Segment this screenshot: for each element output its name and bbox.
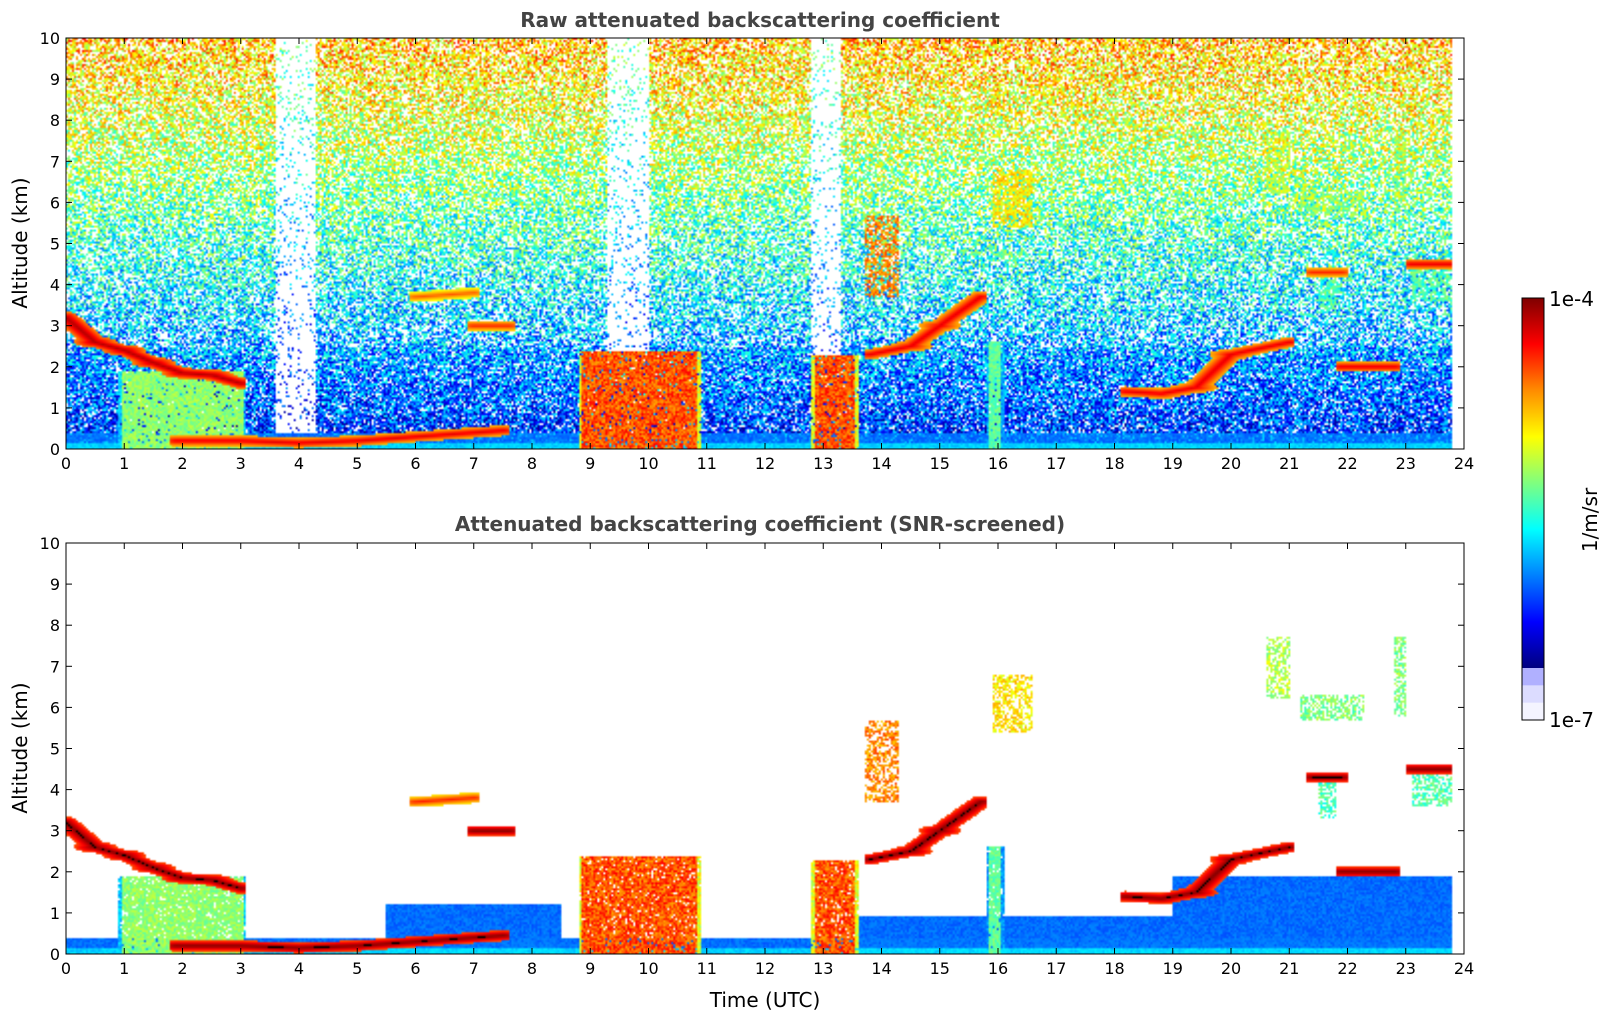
x-tick-label: 23 xyxy=(1396,959,1416,978)
x-tick-label: 13 xyxy=(813,454,833,473)
x-tick-label: 6 xyxy=(410,454,420,473)
x-tick-label: 18 xyxy=(1104,454,1124,473)
x-tick-label: 1 xyxy=(119,959,129,978)
heatmap-raster xyxy=(66,543,1464,954)
y-tick-label: 9 xyxy=(50,575,60,594)
y-tick-label: 2 xyxy=(50,358,60,377)
y-tick-label: 5 xyxy=(50,235,60,254)
heatmap-raster xyxy=(66,38,1464,449)
y-tick-label: 10 xyxy=(40,29,60,48)
top-x-ticks: 0 1 2 3 4 5 6 7 8 9 10 11 12 13 14 15 16 17 18 19 20 21 22 23 24 xyxy=(61,38,1474,473)
x-tick-label: 2 xyxy=(177,454,187,473)
top-panel-title: Raw attenuated backscattering coefficien… xyxy=(520,8,1000,32)
x-tick-label: 5 xyxy=(352,959,362,978)
top-panel: Raw attenuated backscattering coefficien… xyxy=(8,8,1474,473)
x-tick-label: 17 xyxy=(1046,454,1066,473)
x-tick-label: 14 xyxy=(871,959,891,978)
y-tick-label: 2 xyxy=(50,863,60,882)
y-tick-label: 7 xyxy=(50,152,60,171)
colorbar-low-band xyxy=(1522,668,1544,686)
x-tick-label: 14 xyxy=(871,454,891,473)
y-tick-label: 3 xyxy=(50,317,60,336)
x-tick-label: 10 xyxy=(638,454,658,473)
x-tick-label: 24 xyxy=(1454,454,1474,473)
x-tick-label: 8 xyxy=(527,454,537,473)
x-tick-label: 20 xyxy=(1221,959,1241,978)
x-tick-label: 10 xyxy=(638,959,658,978)
y-tick-label: 9 xyxy=(50,70,60,89)
top-heatmap xyxy=(66,38,1464,449)
x-tick-label: 16 xyxy=(988,959,1008,978)
x-tick-label: 0 xyxy=(61,959,71,978)
x-tick-label: 19 xyxy=(1163,959,1183,978)
bottom-panel: Attenuated backscattering coefficient (S… xyxy=(8,512,1474,1012)
bottom-y-axis-label: Altitude (km) xyxy=(8,682,32,813)
y-tick-label: 0 xyxy=(50,440,60,459)
y-tick-label: 4 xyxy=(50,276,60,295)
y-tick-label: 3 xyxy=(50,822,60,841)
y-tick-label: 0 xyxy=(50,945,60,964)
y-tick-label: 1 xyxy=(50,904,60,923)
y-tick-label: 6 xyxy=(50,698,60,717)
x-tick-label: 22 xyxy=(1337,959,1357,978)
x-tick-label: 16 xyxy=(988,454,1008,473)
bottom-panel-title: Attenuated backscattering coefficient (S… xyxy=(455,512,1065,536)
colorbar-max-label: 1e-4 xyxy=(1549,287,1594,311)
x-tick-label: 19 xyxy=(1163,454,1183,473)
x-tick-label: 23 xyxy=(1396,454,1416,473)
x-tick-label: 5 xyxy=(352,454,362,473)
y-tick-label: 5 xyxy=(50,740,60,759)
y-tick-label: 1 xyxy=(50,399,60,418)
colorbar-low-band xyxy=(1522,702,1544,721)
y-tick-label: 4 xyxy=(50,781,60,800)
x-tick-label: 17 xyxy=(1046,959,1066,978)
y-tick-label: 10 xyxy=(40,534,60,553)
x-tick-label: 15 xyxy=(930,959,950,978)
x-tick-label: 7 xyxy=(469,454,479,473)
x-tick-label: 6 xyxy=(410,959,420,978)
top-y-ticks: 0 1 2 3 4 5 6 7 8 9 10 xyxy=(40,29,1464,459)
bottom-x-ticks: 0 1 2 3 4 5 6 7 8 9 10 11 12 13 14 15 16 17 18 19 20 21 22 23 24 xyxy=(61,543,1474,978)
x-tick-label: 21 xyxy=(1279,454,1299,473)
x-tick-label: 12 xyxy=(755,959,775,978)
colorbar-low-end xyxy=(1522,668,1544,721)
x-tick-label: 24 xyxy=(1454,959,1474,978)
x-tick-label: 0 xyxy=(61,454,71,473)
colorbar-gradient xyxy=(1522,298,1544,668)
x-tick-label: 1 xyxy=(119,454,129,473)
x-tick-label: 21 xyxy=(1279,959,1299,978)
colorbar-frame xyxy=(1521,297,1545,721)
y-tick-label: 7 xyxy=(50,657,60,676)
x-tick-label: 11 xyxy=(697,959,717,978)
colorbar-unit-label: 1/m/sr xyxy=(1578,487,1602,552)
x-tick-label: 12 xyxy=(755,454,775,473)
x-tick-label: 11 xyxy=(697,454,717,473)
x-tick-label: 18 xyxy=(1104,959,1124,978)
bottom-heatmap xyxy=(66,543,1464,954)
x-tick-label: 7 xyxy=(469,959,479,978)
x-tick-label: 2 xyxy=(177,959,187,978)
x-tick-label: 15 xyxy=(930,454,950,473)
x-tick-label: 13 xyxy=(813,959,833,978)
y-tick-label: 8 xyxy=(50,111,60,130)
y-tick-label: 8 xyxy=(50,616,60,635)
x-tick-label: 4 xyxy=(294,454,304,473)
x-tick-label: 20 xyxy=(1221,454,1241,473)
x-tick-label: 9 xyxy=(585,454,595,473)
x-axis-label: Time (UTC) xyxy=(709,988,821,1012)
x-tick-label: 9 xyxy=(585,959,595,978)
x-tick-label: 4 xyxy=(294,959,304,978)
colorbar: 1e-4 1e-7 1/m/sr xyxy=(1521,287,1602,732)
colorbar-low-band xyxy=(1522,685,1544,704)
x-tick-label: 8 xyxy=(527,959,537,978)
bottom-y-ticks: 0 1 2 3 4 5 6 7 8 9 10 xyxy=(40,534,1464,964)
y-tick-label: 6 xyxy=(50,193,60,212)
top-y-axis-label: Altitude (km) xyxy=(8,177,32,308)
x-tick-label: 22 xyxy=(1337,454,1357,473)
x-tick-label: 3 xyxy=(236,959,246,978)
x-tick-label: 3 xyxy=(236,454,246,473)
colorbar-min-label: 1e-7 xyxy=(1549,708,1594,732)
